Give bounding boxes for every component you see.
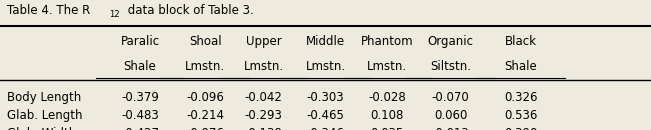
Text: Organic: Organic — [428, 35, 473, 48]
Text: Phantom: Phantom — [361, 35, 413, 48]
Text: -0.293: -0.293 — [245, 109, 283, 122]
Text: 0.390: 0.390 — [504, 127, 538, 130]
Text: -0.138: -0.138 — [245, 127, 283, 130]
Text: data block of Table 3.: data block of Table 3. — [124, 4, 253, 17]
Text: Shale: Shale — [505, 60, 537, 73]
Text: -0.013: -0.013 — [432, 127, 469, 130]
Text: Table 4. The R: Table 4. The R — [7, 4, 90, 17]
Text: Paralic: Paralic — [120, 35, 159, 48]
Text: Upper: Upper — [246, 35, 281, 48]
Text: -0.028: -0.028 — [368, 91, 406, 104]
Text: 0.035: 0.035 — [370, 127, 404, 130]
Text: Middle: Middle — [306, 35, 345, 48]
Text: 0.326: 0.326 — [504, 91, 538, 104]
Text: Lmstn.: Lmstn. — [367, 60, 408, 73]
Text: -0.346: -0.346 — [307, 127, 344, 130]
Text: -0.076: -0.076 — [186, 127, 224, 130]
Text: Shoal: Shoal — [189, 35, 221, 48]
Text: -0.070: -0.070 — [432, 91, 469, 104]
Text: Shale: Shale — [124, 60, 156, 73]
Text: -0.096: -0.096 — [186, 91, 224, 104]
Text: -0.214: -0.214 — [186, 109, 224, 122]
Text: -0.042: -0.042 — [245, 91, 283, 104]
Text: -0.483: -0.483 — [121, 109, 159, 122]
Text: Lmstn.: Lmstn. — [185, 60, 225, 73]
Text: 0.108: 0.108 — [370, 109, 404, 122]
Text: 12: 12 — [109, 10, 120, 19]
Text: Siltstn.: Siltstn. — [430, 60, 471, 73]
Text: Body Length: Body Length — [7, 91, 81, 104]
Text: -0.427: -0.427 — [121, 127, 159, 130]
Text: Glab. Width: Glab. Width — [7, 127, 76, 130]
Text: Black: Black — [505, 35, 537, 48]
Text: 0.060: 0.060 — [434, 109, 467, 122]
Text: Lmstn.: Lmstn. — [305, 60, 346, 73]
Text: Lmstn.: Lmstn. — [243, 60, 284, 73]
Text: -0.379: -0.379 — [121, 91, 159, 104]
Text: Glab. Length: Glab. Length — [7, 109, 82, 122]
Text: -0.303: -0.303 — [307, 91, 344, 104]
Text: -0.465: -0.465 — [307, 109, 344, 122]
Text: 0.536: 0.536 — [504, 109, 538, 122]
